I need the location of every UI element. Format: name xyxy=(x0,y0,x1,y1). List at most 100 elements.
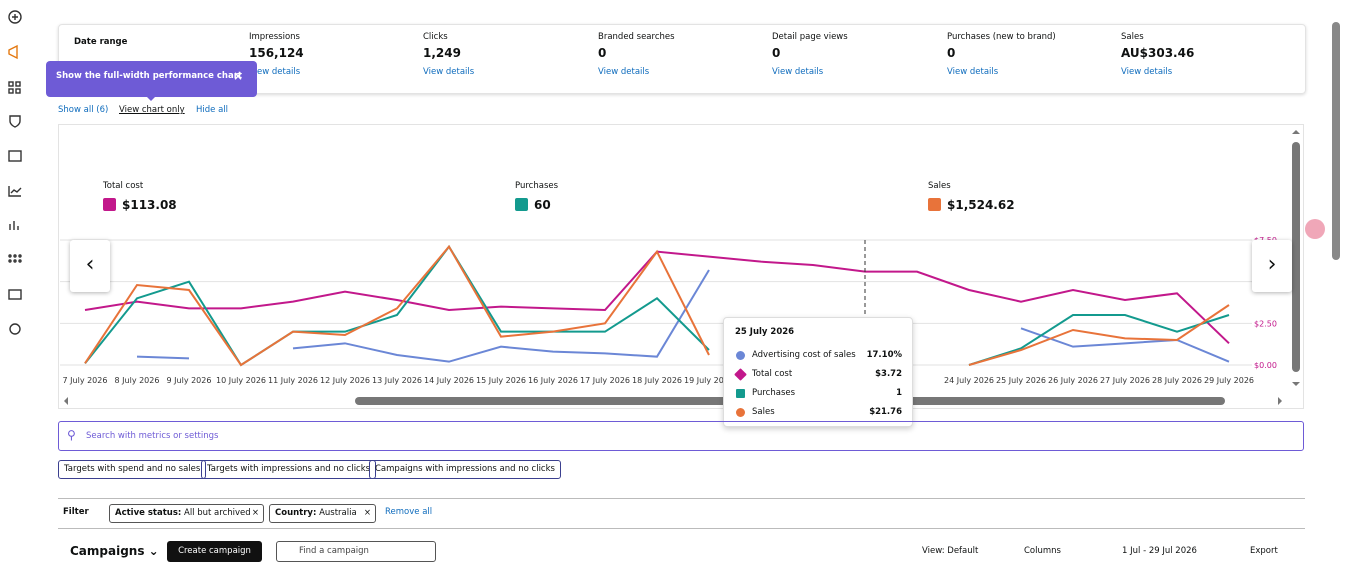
view-details[interactable]: View details xyxy=(249,67,301,77)
tooltip: 25 July 2026 Advertising cost of sales 17… xyxy=(723,317,913,427)
chart-metric-label: Sales xyxy=(928,181,951,191)
view-select[interactable]: View: Default xyxy=(922,546,979,556)
metric-label: Detail page views xyxy=(772,32,848,42)
search-placeholder: Search with metrics or settings xyxy=(86,431,219,441)
x-tick-label: 8 July 2026 xyxy=(115,376,160,385)
x-tick-label: 10 July 2026 xyxy=(216,376,266,385)
series-line xyxy=(136,269,1230,363)
x-tick-label: 9 July 2026 xyxy=(167,376,212,385)
metric-label: Date range xyxy=(74,37,128,47)
series-line xyxy=(84,244,1230,367)
create-button[interactable]: Create campaign xyxy=(167,541,262,562)
page-scrollbar xyxy=(1332,22,1340,260)
x-tick-label: 7 July 2026 xyxy=(63,376,108,385)
chip[interactable]: Campaigns with impressions and no clicks xyxy=(369,460,561,479)
tooltip-label: Purchases xyxy=(752,388,796,398)
filter-key: Active status: xyxy=(115,508,182,518)
filter-value: All but archived xyxy=(184,508,251,518)
x-tick-label: 26 July 2026 xyxy=(1048,376,1098,385)
tooltip-label: Total cost xyxy=(752,369,793,379)
filter-key: Country: xyxy=(275,508,317,518)
x-tick-label: 16 July 2026 xyxy=(528,376,578,385)
columns-select[interactable]: Columns xyxy=(1024,546,1061,556)
tooltip-marker xyxy=(734,368,747,381)
x-tick-label: 25 July 2026 xyxy=(996,376,1046,385)
metric-label: Purchases (new to brand) xyxy=(947,32,1056,42)
export-select[interactable]: Export xyxy=(1250,546,1278,556)
x-tick-label: 14 July 2026 xyxy=(424,376,474,385)
view-details[interactable]: View details xyxy=(1121,67,1173,77)
divider xyxy=(58,498,1305,499)
metric-swatch xyxy=(928,198,941,211)
divider xyxy=(58,528,1305,529)
x-tick-label: 27 July 2026 xyxy=(1100,376,1150,385)
view-details[interactable]: View details xyxy=(772,67,824,77)
tooltip-value: 1 xyxy=(896,388,902,398)
x-tick-label: 28 July 2026 xyxy=(1152,376,1202,385)
chart-metric-label: Total cost xyxy=(103,181,144,191)
chart-card xyxy=(58,124,1304,409)
series-line xyxy=(84,244,1230,367)
view-chart-only[interactable]: View chart only xyxy=(119,105,185,115)
metric-value: 0 xyxy=(772,46,781,60)
view-details[interactable]: View details xyxy=(947,67,999,77)
x-tick-label: 24 July 2026 xyxy=(944,376,994,385)
x-tick-label: 17 July 2026 xyxy=(580,376,630,385)
tooltip-marker xyxy=(736,351,745,360)
tooltip-label: Advertising cost of sales xyxy=(752,350,856,360)
date-select[interactable]: 1 Jul - 29 Jul 2026 xyxy=(1122,546,1197,556)
metric-value: 0 xyxy=(947,46,956,60)
helper-icon[interactable] xyxy=(1305,219,1325,239)
x-tick-label: 18 July 2026 xyxy=(632,376,682,385)
metric-value: 0 xyxy=(598,46,607,60)
view-details[interactable]: View details xyxy=(423,67,475,77)
y-tick-label: $0.00 xyxy=(1254,361,1277,370)
sidebar xyxy=(8,10,22,335)
metric-value: AU$303.46 xyxy=(1121,46,1195,60)
next-button[interactable]: › xyxy=(1252,240,1292,292)
metric-label: Sales xyxy=(1121,32,1144,42)
tooltip-value: $21.76 xyxy=(869,407,902,417)
tooltip-marker xyxy=(736,389,745,398)
metric-label: Branded searches xyxy=(598,32,675,42)
x-tick-label: 11 July 2026 xyxy=(268,376,318,385)
chart-metric-value: $113.08 xyxy=(122,198,177,212)
y-tick-label: $2.50 xyxy=(1254,319,1277,328)
chip[interactable]: Targets with spend and no sales xyxy=(58,460,207,479)
x-tick-label: 13 July 2026 xyxy=(372,376,422,385)
x-tick-label: 12 July 2026 xyxy=(320,376,370,385)
metric-label: Impressions xyxy=(249,32,300,42)
banner: Show the full-width performance chart × xyxy=(46,61,257,97)
x-tick-label: 19 July 2026 xyxy=(684,376,734,385)
toolbar-title: Campaigns xyxy=(70,544,145,558)
search-box[interactable]: ⚲ Search with metrics or settings xyxy=(58,421,1304,451)
tooltip-value: 17.10% xyxy=(866,350,902,360)
hide-all[interactable]: Hide all xyxy=(196,105,229,115)
filter-label: Filter xyxy=(63,507,89,517)
x-tick-label: 29 July 2026 xyxy=(1204,376,1254,385)
chart-metric-value: $1,524.62 xyxy=(947,198,1015,212)
tooltip-date: 25 July 2026 xyxy=(735,327,795,337)
remove-all[interactable]: Remove all xyxy=(385,507,433,517)
find-input[interactable]: Find a campaign xyxy=(276,541,436,562)
tooltip-label: Sales xyxy=(752,407,775,417)
metric-value: 156,124 xyxy=(249,46,304,60)
prev-button[interactable]: ‹ xyxy=(70,240,110,292)
metrics-card xyxy=(58,24,1306,94)
tooltip-marker xyxy=(736,408,745,417)
x-tick-label: 15 July 2026 xyxy=(476,376,526,385)
filter-value: Australia xyxy=(319,508,357,518)
banner-pointer xyxy=(146,96,156,106)
show-all[interactable]: Show all (6) xyxy=(58,105,109,115)
campaigns-menu[interactable]: Campaigns ⌄ xyxy=(70,544,159,558)
chip[interactable]: Targets with impressions and no clicks xyxy=(201,460,377,479)
chart-metric-value: 60 xyxy=(534,198,551,212)
tooltip-value: $3.72 xyxy=(875,369,902,379)
metric-value: 1,249 xyxy=(423,46,461,60)
metric-swatch xyxy=(515,198,528,211)
metric-label: Clicks xyxy=(423,32,448,42)
view-details[interactable]: View details xyxy=(598,67,650,77)
